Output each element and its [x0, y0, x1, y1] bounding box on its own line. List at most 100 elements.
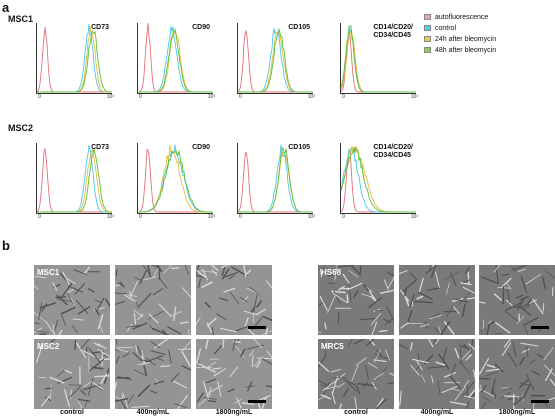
tick-label-max: 10³	[307, 94, 315, 100]
tick-label-max: 10³	[106, 214, 114, 220]
tick-label-zero: 0	[38, 94, 41, 100]
micrograph-row-label: HS68	[321, 268, 342, 277]
scale-bar	[248, 400, 266, 403]
legend-swatch	[424, 25, 431, 31]
marker-label: CD105	[288, 144, 310, 151]
curve-control	[238, 144, 313, 213]
histogram-2-1: CD73 0 10³	[36, 143, 114, 220]
col-label-control-right: control	[344, 409, 368, 416]
micrograph-right-1-3	[479, 265, 555, 335]
tick-label-max: 10³	[307, 214, 315, 220]
micrograph-texture	[34, 265, 110, 335]
marker-label: CD105	[288, 24, 310, 31]
micrograph-row-label: MSC1	[37, 268, 60, 277]
tick-label-max: 10³	[410, 94, 418, 100]
tick-label-zero: 0	[239, 214, 242, 220]
legend: autofluorescence control 24h after bleom…	[424, 12, 496, 56]
micrograph-right-1-1: HS68	[318, 265, 394, 335]
micrograph-texture	[399, 265, 475, 335]
col-label-400-right: 400ng/mL	[420, 409, 454, 416]
tick-label-zero: 0	[239, 94, 242, 100]
tick-label-max: 10³	[410, 214, 418, 220]
legend-item-24h: 24h after bleomycin	[424, 34, 496, 44]
panel-a-letter: a	[2, 0, 10, 15]
histogram-plot	[36, 145, 112, 213]
curve-auto	[36, 26, 112, 93]
curve-h48	[37, 30, 112, 93]
micrograph-row-label: MSC2	[37, 342, 60, 351]
micrograph-left-1-1: MSC1	[34, 265, 110, 335]
scale-bar	[248, 326, 266, 329]
histogram-1-1: CD73 0 10³	[36, 23, 114, 100]
tick-label-zero: 0	[342, 94, 345, 100]
marker-label: CD90	[192, 24, 210, 31]
scale-bar	[531, 326, 549, 329]
legend-label: autofluorescence	[435, 13, 489, 21]
micrograph-left-2-1: MSC2	[34, 339, 110, 409]
micrograph-texture	[115, 265, 191, 335]
legend-item-48h: 48h after bleomycin	[424, 45, 496, 55]
histogram-plot	[237, 144, 313, 213]
histogram-plot	[36, 23, 112, 93]
micrograph-right-1-2	[399, 265, 475, 335]
legend-item-autofluorescence: autofluorescence	[424, 12, 496, 22]
micrograph-texture	[318, 339, 394, 409]
marker-label: CD14/CD20/ CD34/CD45	[373, 144, 413, 159]
micrograph-row-label: MRC5	[321, 342, 344, 351]
histogram-1-3: CD105 0 10³	[237, 23, 315, 100]
marker-label: CD73	[91, 24, 109, 31]
histogram-plot	[340, 145, 416, 213]
legend-label: control	[435, 24, 457, 32]
row-label-msc2: MSC2	[8, 123, 34, 133]
histogram-1-4: CD14/CD20/ CD34/CD45 0 10³	[340, 23, 418, 100]
col-label-control-left: control	[60, 409, 84, 416]
micrograph-texture	[399, 339, 475, 409]
histogram-2-2: CD90 0 10³	[137, 143, 215, 220]
curve-h48	[238, 146, 313, 213]
micrograph-left-2-2	[115, 339, 191, 409]
panel-b-letter: b	[2, 238, 10, 253]
micrograph-texture	[479, 339, 555, 409]
marker-label: CD14/CD20/ CD34/CD45	[373, 24, 413, 39]
tick-label-zero: 0	[139, 94, 142, 100]
tick-label-max: 10³	[106, 94, 114, 100]
tick-label-zero: 0	[342, 214, 345, 220]
tick-label-max: 10³	[207, 94, 215, 100]
histogram-2-3: CD105 0 10³	[237, 143, 315, 220]
micrograph-left-1-3	[196, 265, 272, 335]
histogram-plot	[137, 144, 213, 213]
tick-label-zero: 0	[38, 214, 41, 220]
legend-swatch	[424, 47, 431, 53]
micrograph-right-2-2	[399, 339, 475, 409]
curve-h48	[138, 27, 213, 93]
curve-h48	[340, 146, 416, 213]
micrograph-texture	[196, 339, 272, 409]
micrograph-left-1-2	[115, 265, 191, 335]
micrograph-right-2-3	[479, 339, 555, 409]
histogram-plot	[237, 28, 313, 93]
micrograph-left-2-3	[196, 339, 272, 409]
curve-auto	[340, 31, 416, 93]
curve-h48	[138, 149, 213, 213]
micrograph-texture	[34, 339, 110, 409]
histogram-plot	[340, 24, 416, 93]
legend-swatch	[424, 14, 431, 20]
col-label-400-left: 400ng/mL	[136, 409, 170, 416]
row-label-msc1: MSC1	[8, 14, 34, 24]
micrograph-texture	[479, 265, 555, 335]
micrograph-texture	[115, 339, 191, 409]
histogram-2-4: CD14/CD20/ CD34/CD45 0 10³	[340, 143, 418, 220]
micrograph-texture	[196, 265, 272, 335]
histogram-plot	[137, 23, 213, 93]
col-label-1800-left: 1800ng/mL	[215, 409, 253, 416]
curve-auto	[340, 150, 416, 213]
micrograph-right-2-1: MRC5	[318, 339, 394, 409]
tick-label-zero: 0	[139, 214, 142, 220]
histogram-1-2: CD90 0 10³	[137, 23, 215, 100]
scale-bar	[531, 400, 549, 403]
legend-label: 24h after bleomycin	[435, 35, 497, 43]
legend-label: 48h after bleomycin	[435, 46, 497, 54]
legend-item-control: control	[424, 23, 496, 33]
marker-label: CD73	[91, 144, 109, 151]
col-label-1800-right: 1800ng/mL	[498, 409, 536, 416]
